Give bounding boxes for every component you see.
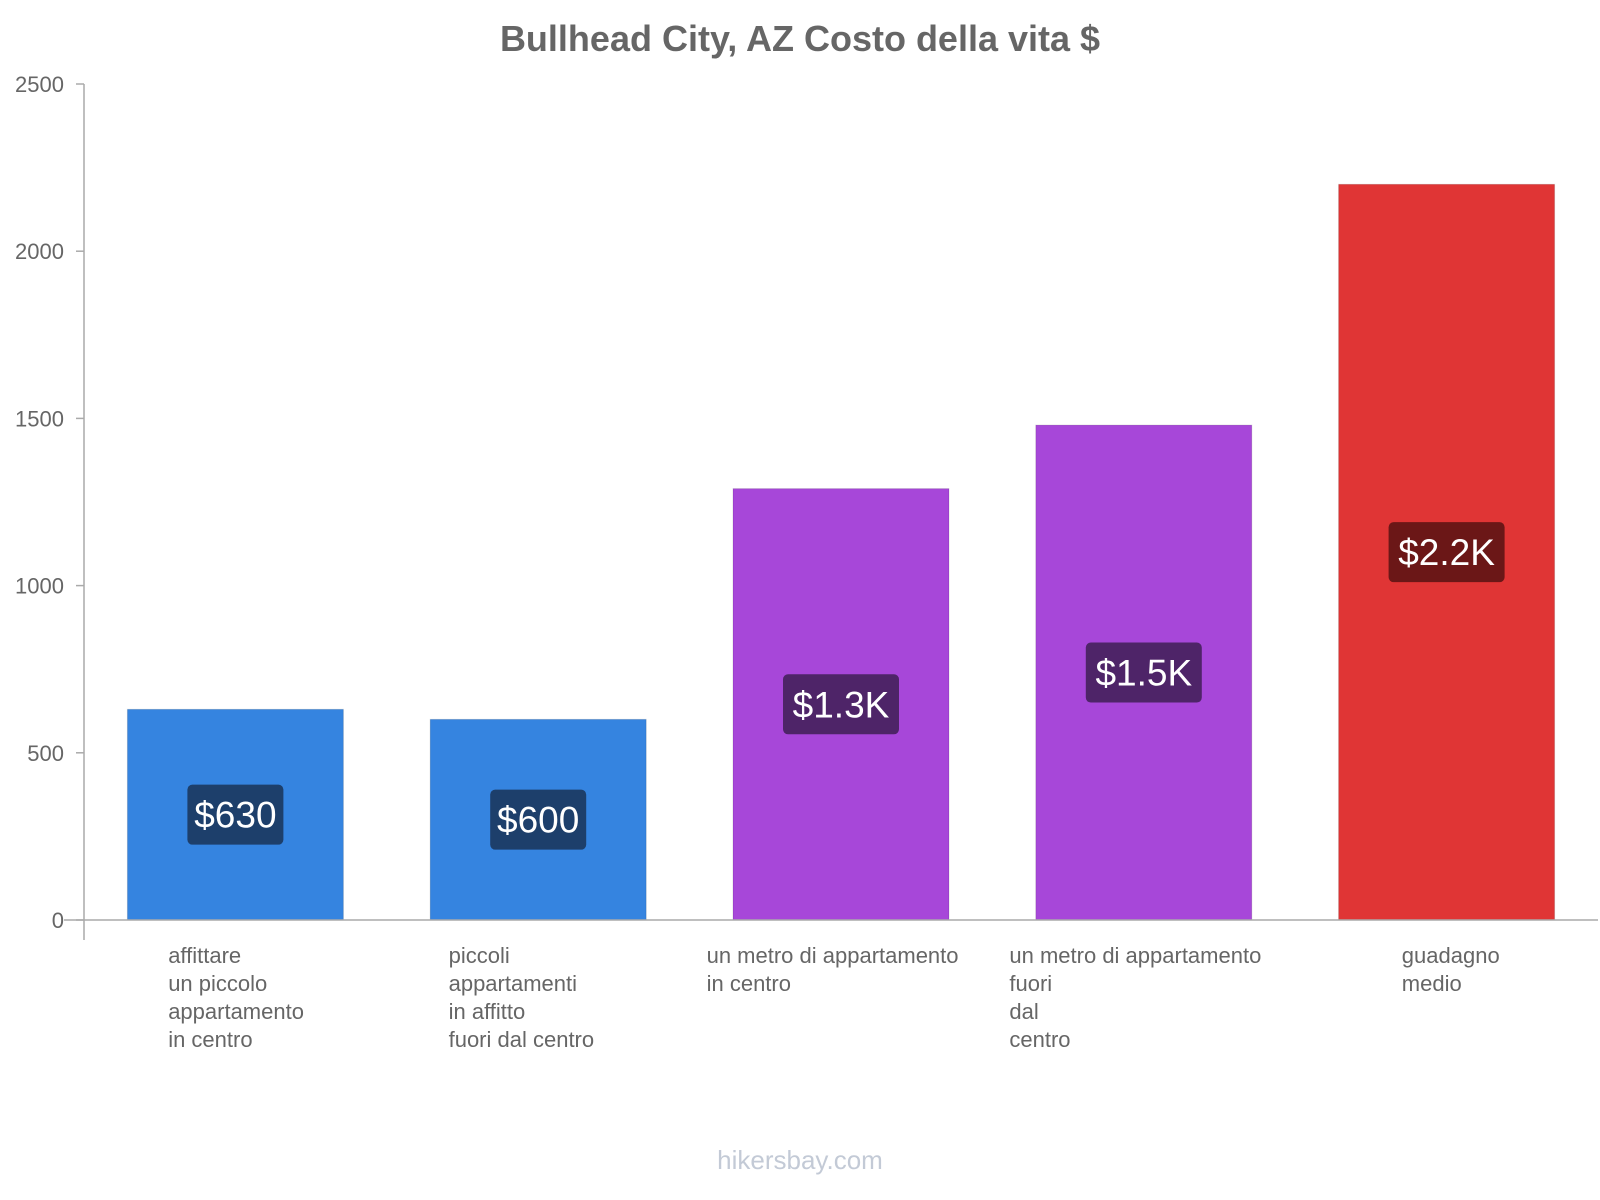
category-label-line: medio <box>1402 971 1462 996</box>
data-label-bg <box>187 784 284 845</box>
category-labels: affittare un piccolo appartamento in centro… <box>168 943 1499 1052</box>
data-labels: $630 $600 $1.3K $1.5K $2.2K <box>187 522 1505 850</box>
category-label-line: appartamenti <box>449 971 577 996</box>
data-label: $2.2K <box>1398 532 1495 573</box>
bars <box>126 183 1556 921</box>
category-label-line: piccoli <box>449 943 510 968</box>
category-label: piccoli appartamenti in affitto fuori dal c… <box>449 943 595 1052</box>
category-label-line: dal <box>1009 999 1038 1024</box>
y-axis-ticks: 0 500 1000 1500 2000 2500 <box>15 72 84 933</box>
y-tick-label: 2500 <box>15 72 64 97</box>
data-label-bg <box>1085 642 1202 703</box>
data-label-bg <box>1388 522 1505 583</box>
category-label-line: fuori dal centro <box>449 1027 595 1052</box>
data-label: $600 <box>497 800 579 841</box>
data-label: $1.5K <box>1095 653 1192 694</box>
category-label-line: un metro di appartamento <box>707 943 959 968</box>
data-label: $1.3K <box>793 684 890 725</box>
y-tick-label: 0 <box>52 908 64 933</box>
category-label-line: appartamento <box>168 999 304 1024</box>
data-label-bg <box>490 789 587 850</box>
y-tick-label: 1500 <box>15 406 64 431</box>
category-label: un metro di appartamento fuori dal centro <box>1009 943 1261 1052</box>
bar <box>126 708 344 921</box>
y-tick-label: 500 <box>27 741 64 766</box>
category-label: guadagno medio <box>1402 943 1500 996</box>
watermark: hikersbay.com <box>717 1145 883 1175</box>
chart-title: Bullhead City, AZ Costo della vita $ <box>499 18 1101 59</box>
category-label-line: affittare <box>168 943 241 968</box>
category-label: affittare un piccolo appartamento in centro <box>168 943 304 1052</box>
category-label-line: guadagno <box>1402 943 1500 968</box>
y-tick-label: 1000 <box>15 574 64 599</box>
y-tick-label: 2000 <box>15 239 64 264</box>
category-label-line: in centro <box>168 1027 252 1052</box>
category-label-line: un metro di appartamento <box>1009 943 1261 968</box>
category-label-line: in centro <box>707 971 791 996</box>
category-label-line: in affitto <box>449 999 526 1024</box>
data-label-bg <box>783 674 899 735</box>
category-label: un metro di appartamento in centro <box>707 943 959 996</box>
category-label-line: fuori <box>1009 971 1052 996</box>
category-label-line: centro <box>1009 1027 1070 1052</box>
data-label: $630 <box>194 795 276 836</box>
category-label-line: un piccolo <box>168 971 267 996</box>
